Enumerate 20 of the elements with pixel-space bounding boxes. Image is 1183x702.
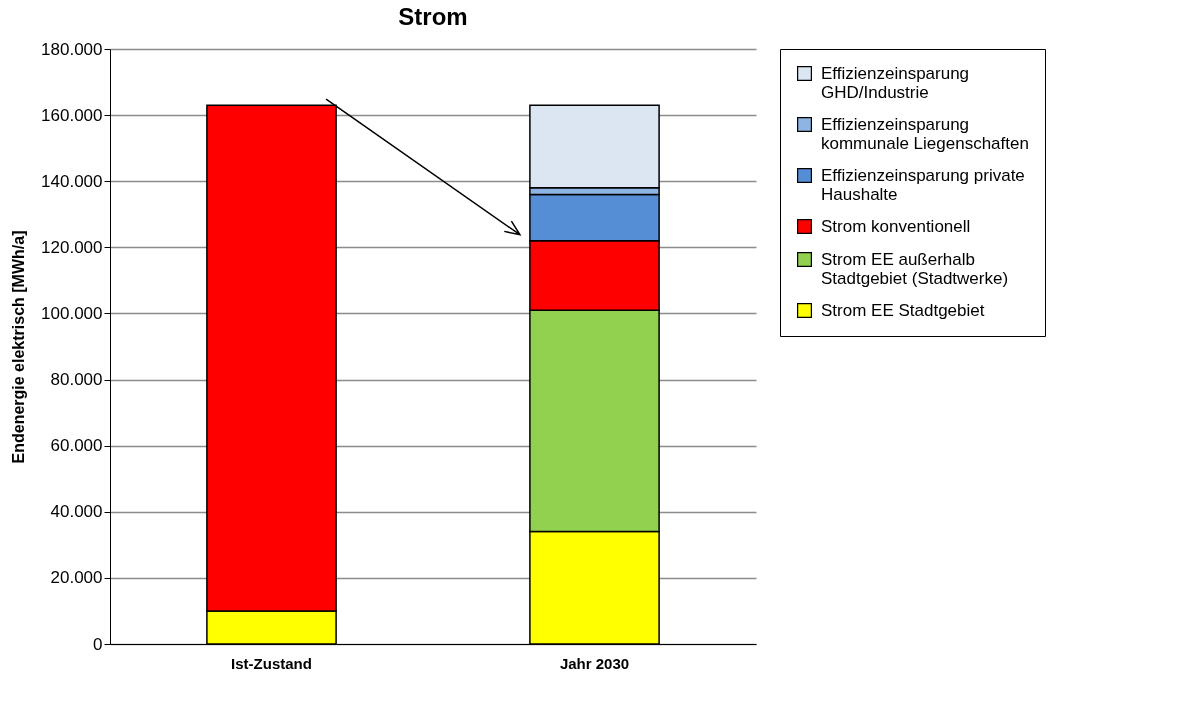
legend-label: Strom EE außerhalb Stadtgebiet (Stadtwerke) [821,249,1009,288]
legend-label: Effizienzeinsparung kommunale Liegenschaften [821,114,1029,153]
legend-label: Strom EE Stadtgebiet [821,300,985,320]
legend-label: Strom konventionell [821,216,971,236]
legend-label: Effizienzeinsparung private Haushalte [821,165,1025,204]
y-axis-title: Endenergie elektrisch [MWh/a] [10,230,28,464]
y-tick-label: 40.000 [50,502,103,522]
y-tick-label: 160.000 [41,105,103,125]
legend-label: Effizienzeinsparung GHD/Industrie [821,63,970,102]
y-tick-label: 120.000 [41,237,103,257]
y-tick-label: 0 [93,634,103,654]
y-tick-label: 80.000 [50,370,103,390]
y-tick-label: 20.000 [50,568,103,588]
y-tick-label: 180.000 [41,39,103,59]
y-tick-label: 140.000 [41,171,103,191]
x-tick-label: Ist-Zustand [231,654,312,672]
x-tick-label: Jahr 2030 [559,654,630,672]
y-tick-label: 100.000 [41,303,103,323]
chart-title: Strom [398,3,468,30]
y-tick-label: 60.000 [50,436,103,456]
